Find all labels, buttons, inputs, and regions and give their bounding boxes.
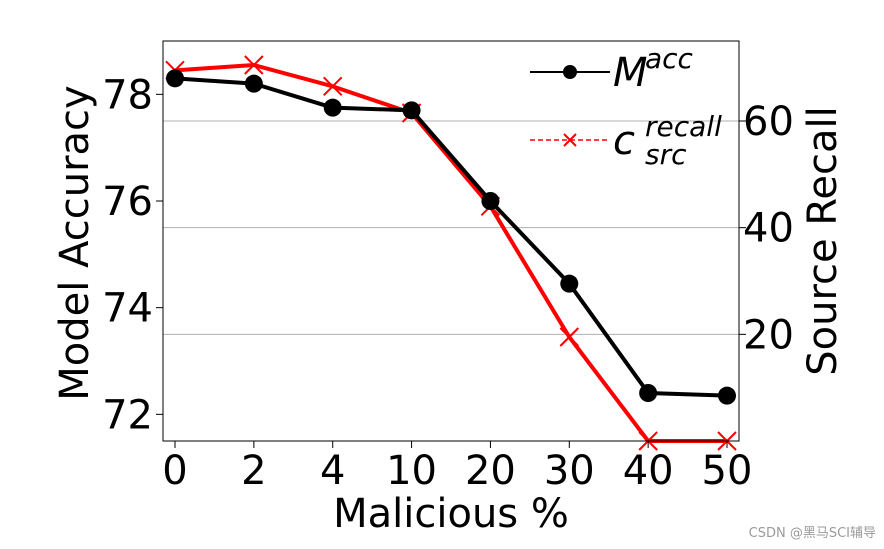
data-point [718, 386, 736, 405]
data-point [481, 192, 500, 210]
series-line-model-accuracy [174, 76, 728, 398]
watermark: CSDN @黑马SCI辅导 [748, 526, 876, 541]
data-point [402, 101, 421, 120]
y-left-tick-label: 78 [102, 72, 153, 118]
data-point [323, 76, 343, 97]
data-point [244, 55, 264, 75]
series-line-source-recall [174, 63, 727, 443]
data-point [560, 274, 579, 293]
y-axis-left-title: Model Accuracy [52, 85, 98, 400]
x-tick-label: 4 [320, 448, 345, 494]
data-point [323, 98, 342, 117]
axis-ticks: 0 2 4 10 20 30 40 50 72 74 76 78 20 40 60 [102, 72, 794, 494]
grid-lines [163, 120, 739, 335]
x-tick-label: 40 [623, 448, 674, 494]
legend-label-superscript: recall [645, 110, 722, 143]
legend-label: M [613, 50, 648, 96]
legend-marker [563, 133, 577, 147]
x-tick-label: 2 [241, 448, 266, 494]
y-right-tick-label: 40 [743, 206, 794, 252]
data-point [166, 69, 184, 88]
data-point [639, 384, 658, 402]
legend-label-superscript: acc [645, 42, 694, 75]
y-left-tick-label: 74 [102, 286, 153, 332]
x-tick-label: 30 [544, 448, 595, 494]
plot-frame [162, 40, 740, 442]
legend-marker [563, 65, 577, 79]
legend-label: c [613, 118, 635, 164]
series-layer [165, 55, 737, 451]
data-point [559, 327, 579, 347]
x-tick-label: 50 [702, 448, 753, 494]
x-axis-title: Malicious % [333, 491, 569, 537]
x-tick-label: 10 [386, 448, 437, 494]
data-point [244, 74, 263, 93]
x-tick-label: 0 [162, 448, 187, 494]
y-left-tick-label: 76 [102, 179, 153, 225]
x-tick-label: 20 [465, 448, 516, 494]
y-right-tick-label: 60 [743, 99, 794, 145]
y-left-tick-label: 72 [102, 392, 153, 438]
legend-label-subscript: src [645, 138, 687, 171]
y-axis-right-title: Source Recall [800, 106, 846, 375]
y-right-tick-label: 20 [743, 312, 794, 358]
